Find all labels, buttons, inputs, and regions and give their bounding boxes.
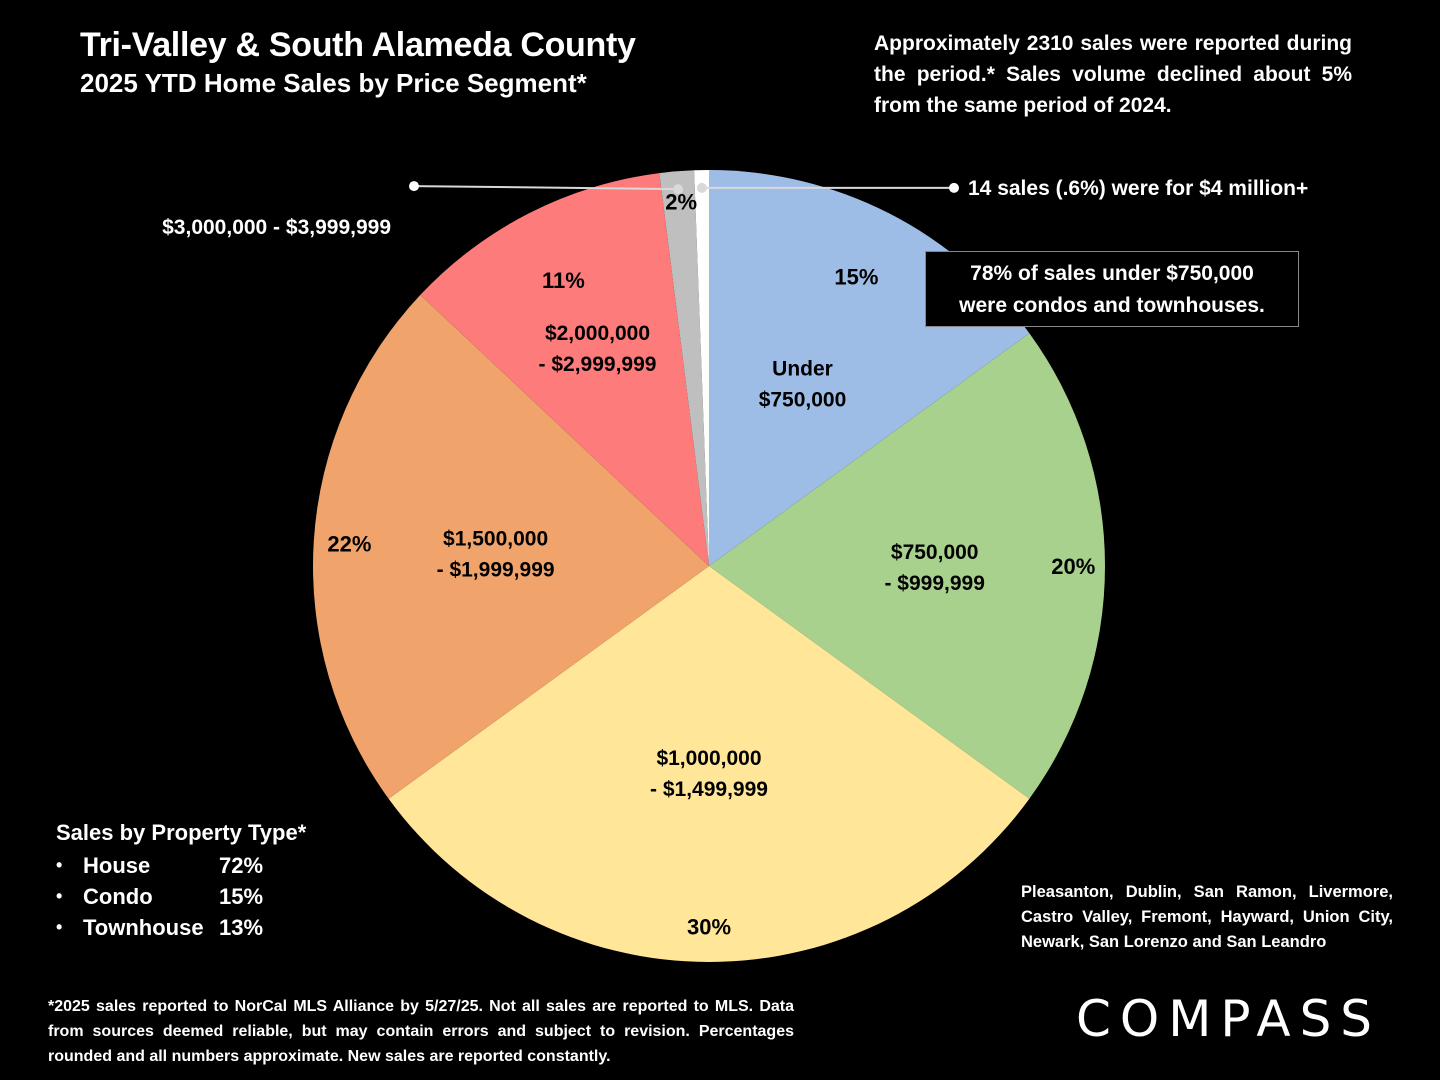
pie-labels: Under $750,000 15% $750,000 - $999,999 20% $1,… xyxy=(162,177,1308,939)
slice-category-label-line: $750,000 xyxy=(891,541,979,564)
slice-category-label: $750,000 - $999,999 xyxy=(884,541,984,595)
legend-value: 13% xyxy=(219,914,264,940)
leader-dot xyxy=(949,182,959,193)
callout-line-2: were condos and townhouses. xyxy=(959,294,1265,317)
pie-slice-750-000-999-999 xyxy=(709,333,1105,799)
pie-slice-4-million xyxy=(694,170,709,566)
slice-category-label-line: $1,500,000 xyxy=(443,528,548,551)
pie-slice-1-000-000-1-499-999 xyxy=(388,566,1030,962)
pie-slice-1-500-000-1-999-999 xyxy=(313,294,709,799)
summary-text: Approximately 2310 sales were reported d… xyxy=(874,32,1352,117)
legend-title: Sales by Property Type* xyxy=(56,820,307,845)
footnote: *2025 sales reported to NorCal MLS Allia… xyxy=(48,998,794,1065)
legend-item: • Condo 15% xyxy=(56,881,306,912)
callout-line-1: 78% of sales under $750,000 xyxy=(970,262,1254,285)
leader-dot xyxy=(696,182,707,193)
slice-category-label: $2,000,000 - $2,999,999 xyxy=(539,322,657,376)
pie-slice-2-000-000-2-999-999 xyxy=(420,173,709,566)
slice-category-label-line: - $999,999 xyxy=(884,572,984,595)
leader-dot xyxy=(409,181,419,192)
slice-category-label: Under $750,000 xyxy=(759,358,847,412)
slice-annotation: 14 sales (.6%) were for $4 million+ xyxy=(968,177,1308,200)
slice-category-label-line: $750,000 xyxy=(759,389,847,412)
legend-value: 72% xyxy=(219,852,264,878)
leader-lines xyxy=(409,181,959,195)
slice-category-label-line: - $1,499,999 xyxy=(650,778,768,801)
slice-category-label: $1,000,000 - $1,499,999 xyxy=(650,747,768,801)
slice-category-label: $1,500,000 - $1,999,999 xyxy=(437,528,555,582)
pie-slice-3-000-000-3-999-999 xyxy=(659,170,709,566)
leader-line xyxy=(413,185,679,191)
condo-callout: 78% of sales under $750,000 were condos … xyxy=(925,251,1299,327)
legend-item: • Townhouse 13% xyxy=(56,912,306,943)
bullet-icon: • xyxy=(56,917,63,937)
pie-slices xyxy=(313,170,1105,962)
slice-category-label-line: $2,000,000 xyxy=(545,322,650,345)
slice-category-label-line: - $1,999,999 xyxy=(437,559,555,582)
slice-percent-label: 22% xyxy=(327,531,371,556)
slice-category-label-line: $1,000,000 xyxy=(656,747,761,770)
slice-annotation: $3,000,000 - $3,999,999 xyxy=(162,216,391,239)
legend-type: Townhouse xyxy=(83,914,204,940)
legend-value: 15% xyxy=(219,883,264,909)
legend-type: House xyxy=(83,852,151,878)
leader-dot xyxy=(673,184,684,195)
areas-note: Pleasanton, Dublin, San Ramon, Livermore… xyxy=(1021,883,1393,951)
slice-percent-label: 20% xyxy=(1051,554,1095,579)
compass-logo: COMPASS xyxy=(1076,990,1382,1048)
slice-percent-label: 11% xyxy=(542,268,585,293)
property-type-legend: Sales by Property Type* • House 72% • Co… xyxy=(56,820,306,943)
slice-percent-label: 2% xyxy=(665,190,697,215)
legend-item: • House 72% xyxy=(56,850,306,881)
slice-category-label-line: Under xyxy=(772,358,833,381)
chart-title: Tri-Valley & South Alameda County xyxy=(80,26,636,64)
slice-percent-label: 15% xyxy=(834,265,878,290)
legend-type: Condo xyxy=(83,883,153,909)
chart-subtitle: 2025 YTD Home Sales by Price Segment* xyxy=(80,68,587,98)
bullet-icon: • xyxy=(56,886,63,906)
slice-percent-label: 30% xyxy=(687,914,731,939)
bullet-icon: • xyxy=(56,855,63,875)
slice-category-label-line: - $2,999,999 xyxy=(539,353,657,376)
